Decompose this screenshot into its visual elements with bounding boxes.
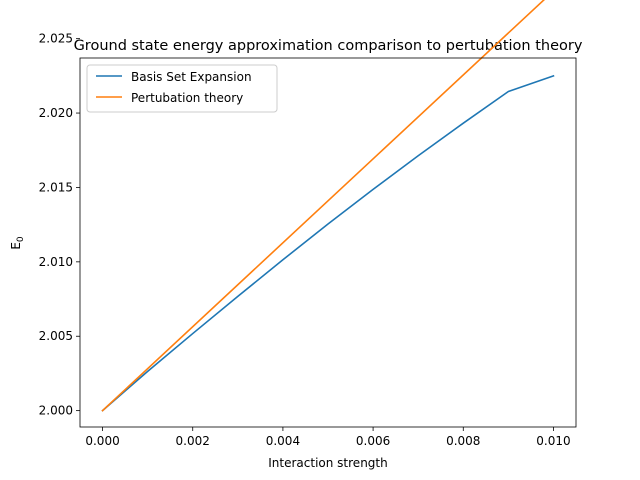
- y-axis-label: E0: [9, 236, 26, 250]
- legend-label-basis-set: Basis Set Expansion: [131, 70, 252, 84]
- y-axis: 2.000 2.005 2.010 2.015 2.020 2.025: [39, 32, 80, 418]
- x-tick-label: 0.010: [536, 434, 570, 448]
- plot-border: [79, 57, 577, 428]
- x-tick-label: 0.004: [266, 434, 300, 448]
- series-layer: [101, 0, 555, 412]
- series-line-basis-set: [101, 74, 555, 412]
- y-tick-label: 2.025: [39, 32, 73, 46]
- y-tick-label: 2.010: [39, 255, 73, 269]
- x-tick-label: 0.000: [85, 434, 119, 448]
- plot-background: [80, 58, 576, 427]
- y-tick-label: 2.020: [39, 106, 73, 120]
- legend-label-perturbation: Pertubation theory: [131, 91, 243, 105]
- y-axis-label-main: E: [9, 242, 23, 250]
- chart-title: Ground state energy approximation compar…: [74, 38, 583, 54]
- plot-area: [79, 0, 577, 428]
- legend-box: [86, 64, 278, 113]
- x-tick-label: 0.002: [176, 434, 210, 448]
- y-axis-label-subscript: 0: [16, 236, 26, 242]
- y-tick-label: 2.015: [39, 180, 73, 194]
- x-tick-label: 0.006: [356, 434, 390, 448]
- x-axis: 0.000 0.002 0.004 0.006 0.008 0.010: [85, 427, 571, 448]
- y-tick-label: 2.000: [39, 404, 73, 418]
- x-axis-label: Interaction strength: [268, 456, 387, 470]
- series-line-perturbation: [101, 0, 545, 412]
- legend: Basis Set Expansion Pertubation theory: [86, 64, 278, 113]
- y-tick-label: 2.005: [39, 329, 73, 343]
- x-tick-label: 0.008: [446, 434, 480, 448]
